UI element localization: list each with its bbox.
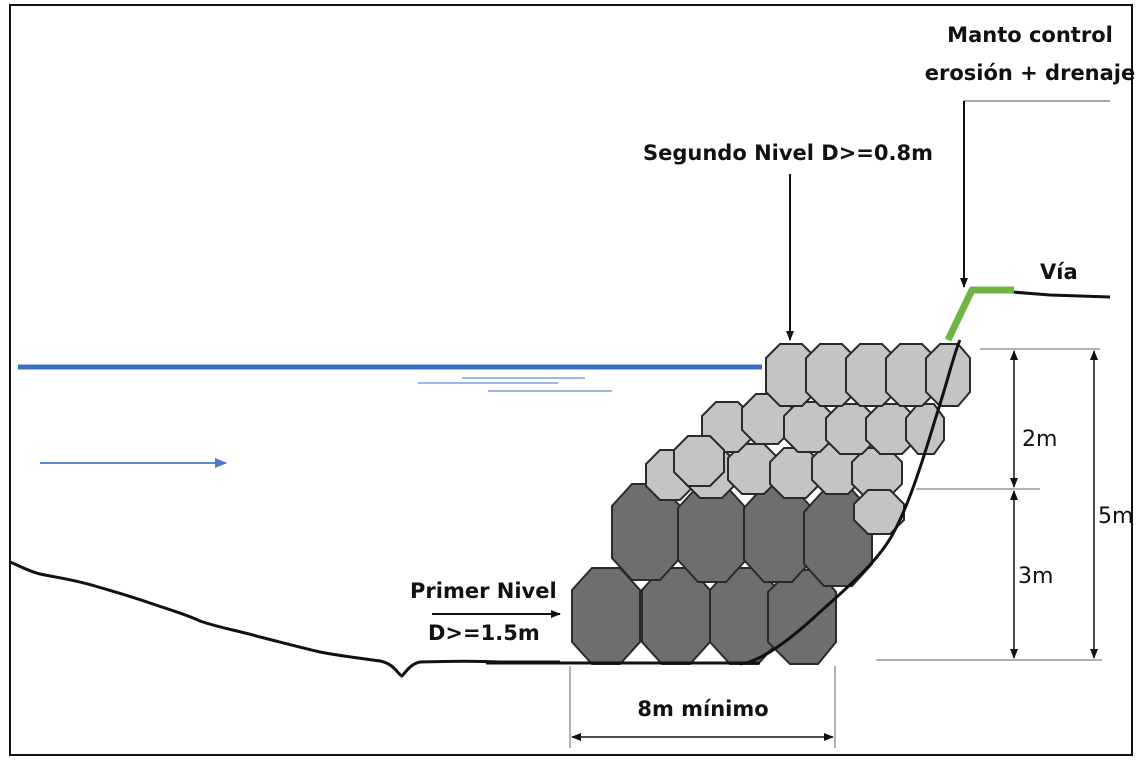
via-label: Vía	[1040, 260, 1078, 284]
rock-large	[743, 485, 813, 583]
manto-label-line1: Manto control	[947, 23, 1113, 47]
rocks-first-level	[571, 483, 873, 665]
bank-slope	[739, 339, 962, 666]
vertical-dimensions	[876, 348, 1102, 661]
horizontal-dimension-ticks	[569, 666, 836, 748]
road-profile	[1011, 290, 1111, 299]
manto-label-line2: erosión + drenaje	[925, 61, 1136, 85]
rocks-second-level	[645, 343, 971, 535]
primer-nivel-label-line1: Primer Nivel	[410, 579, 557, 603]
rock-large	[677, 485, 747, 583]
primer-nivel-label-line2: D>=1.5m	[428, 621, 540, 645]
dim-5m-label: 5m	[1098, 504, 1133, 529]
erosion-control-mat	[944, 286, 1014, 342]
riverbed-profile	[9, 560, 560, 678]
dim-8m-label: 8m mínimo	[637, 697, 768, 721]
segundo-nivel-label: Segundo Nivel D>=0.8m	[643, 141, 933, 165]
rock-large	[571, 567, 641, 665]
dim-3m-label: 3m	[1018, 564, 1053, 589]
dim-2m-label: 2m	[1022, 427, 1057, 452]
water-ripples	[418, 377, 612, 392]
